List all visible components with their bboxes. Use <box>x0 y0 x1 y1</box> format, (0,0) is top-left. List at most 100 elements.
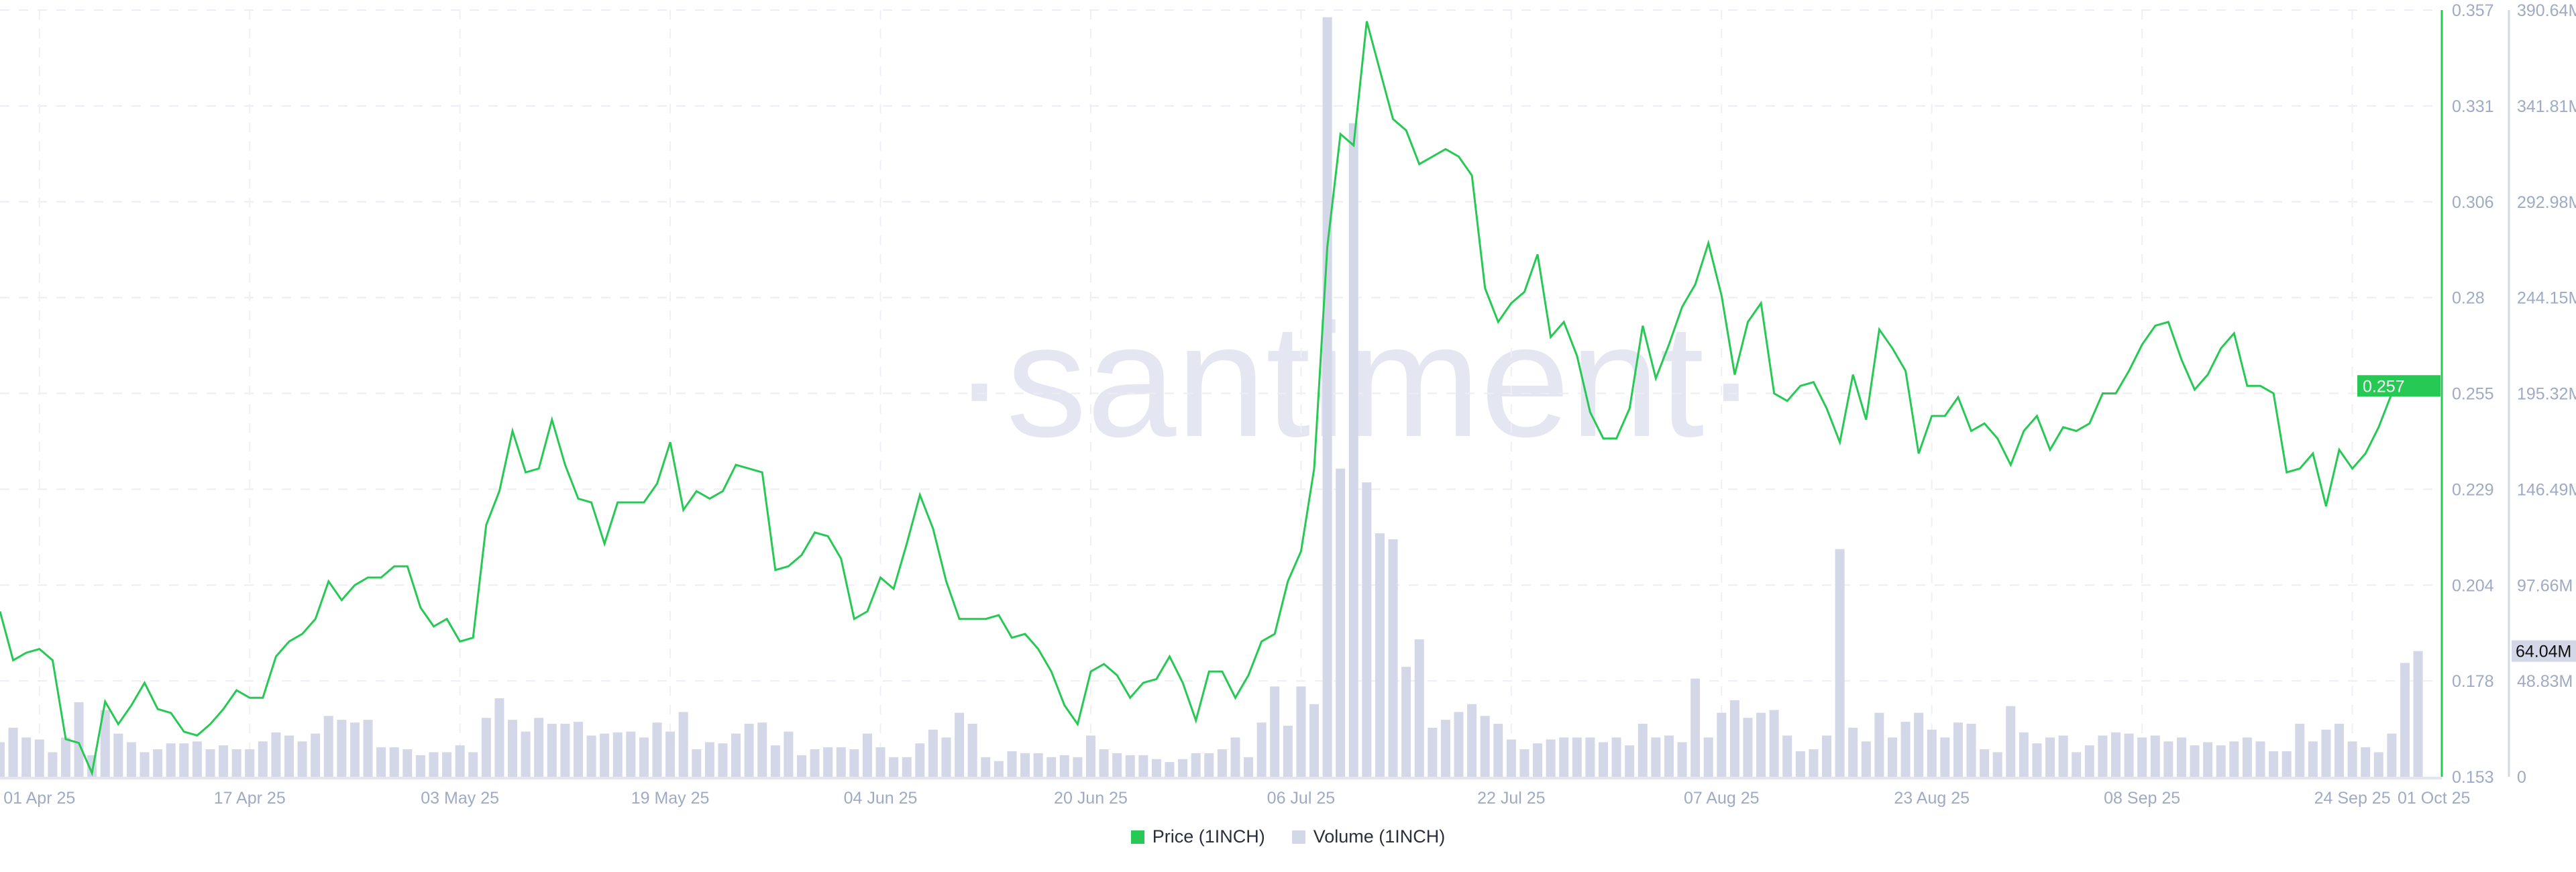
x-tick-label: 01 Apr 25 <box>3 789 75 808</box>
volume-bar <box>836 747 846 777</box>
volume-bar <box>1270 686 1280 777</box>
current-volume-label: 64.04M <box>2516 643 2571 661</box>
volume-bar <box>74 702 84 777</box>
volume-tick-label: 146.49M <box>2517 480 2576 499</box>
current-price-badge <box>2357 375 2440 397</box>
volume-bar <box>1546 739 1556 777</box>
volume-bar <box>2124 733 2134 777</box>
volume-bar <box>1099 749 1109 777</box>
volume-bar <box>1388 539 1398 777</box>
volume-bar <box>1625 745 1635 777</box>
volume-bar <box>521 731 531 777</box>
legend-item-volume[interactable]: Volume (1INCH) <box>1291 826 1446 847</box>
volume-bar <box>612 732 623 777</box>
volume-bar <box>1401 667 1411 777</box>
price-tick-label: 0.229 <box>2452 480 2494 499</box>
volume-bar <box>823 747 833 777</box>
volume-bar <box>1940 737 1950 777</box>
volume-bar <box>1296 686 1306 777</box>
volume-bar <box>2308 741 2318 777</box>
volume-bar <box>1085 735 1095 777</box>
volume-bar <box>1165 762 1175 777</box>
volume-bar <box>796 755 806 777</box>
volume-bar <box>1375 533 1385 777</box>
volume-bar <box>2163 741 2174 777</box>
volume-bar <box>1809 749 1819 777</box>
legend-item-price[interactable]: Price (1INCH) <box>1130 826 1265 847</box>
volume-bar <box>245 749 255 777</box>
volume-bar <box>2400 663 2410 777</box>
x-tick-label: 23 Aug 25 <box>1894 789 1970 808</box>
volume-bar <box>1046 757 1057 777</box>
volume-bar <box>770 745 780 777</box>
x-tick-label: 19 May 25 <box>631 789 710 808</box>
volume-bar <box>2137 737 2147 777</box>
volume-bar <box>1414 639 1424 777</box>
legend-label: Volume (1INCH) <box>1313 826 1446 847</box>
volume-bar <box>1506 739 1516 777</box>
volume-bar <box>494 698 504 777</box>
volume-bar <box>271 732 281 777</box>
volume-bar <box>981 757 991 777</box>
volume-bar <box>192 741 202 777</box>
volume-bar <box>744 723 754 777</box>
volume-bar <box>1914 712 1924 777</box>
volume-bar <box>60 737 70 777</box>
volume-bar <box>692 749 702 777</box>
volume-bar <box>1690 678 1701 777</box>
volume-bar <box>2361 747 2371 777</box>
volume-bar <box>1336 468 1346 777</box>
volume-bar <box>1874 712 1884 777</box>
volume-bar <box>1782 735 1792 777</box>
volume-bar <box>2229 741 2239 777</box>
volume-bar <box>1362 482 1372 777</box>
volume-bar <box>1059 755 1069 777</box>
price-swatch <box>1130 830 1144 844</box>
volume-bar <box>481 718 491 777</box>
volume-bar <box>941 737 951 777</box>
volume-bar <box>323 716 333 777</box>
volume-bar <box>311 733 321 777</box>
volume-bar <box>1822 735 1832 777</box>
volume-bar <box>8 727 18 777</box>
volume-bar <box>1611 737 1621 777</box>
legend: Price (1INCH) Volume (1INCH) <box>0 826 2576 847</box>
price-tick-label: 0.255 <box>2452 385 2494 404</box>
volume-bar <box>1980 749 1990 777</box>
volume-bar <box>21 737 32 777</box>
volume-bar <box>1322 17 1332 777</box>
price-tick-label: 0.357 <box>2452 1 2494 20</box>
volume-bar <box>810 749 820 777</box>
volume-bar <box>2269 751 2279 777</box>
volume-bar <box>2242 737 2252 777</box>
x-tick-label: 17 Apr 25 <box>214 789 286 808</box>
volume-bar <box>389 747 399 777</box>
volume-bar <box>1861 741 1871 777</box>
volume-bar <box>100 710 110 777</box>
volume-bar <box>113 733 123 777</box>
volume-bar <box>2321 729 2331 777</box>
volume-bar <box>1480 716 1490 777</box>
price-line <box>0 21 2406 777</box>
price-volume-chart: ·santiment· 0.3570.3310.3060.280.2550.22… <box>0 1 2576 808</box>
grid <box>0 9 2435 777</box>
volume-bar <box>2019 732 2029 777</box>
volume-bar <box>2006 706 2016 777</box>
x-tick-label: 22 Jul 25 <box>1477 789 1545 808</box>
volume-bar <box>1887 737 1897 777</box>
volume-bar <box>2387 733 2397 777</box>
volume-bar <box>600 733 610 777</box>
volume-bar <box>718 743 728 777</box>
volume-bar <box>337 720 347 777</box>
volume-tick-label: 48.83M <box>2517 672 2573 691</box>
x-tick-label: 20 Jun 25 <box>1054 789 1128 808</box>
volume-bar <box>363 720 373 777</box>
volume-bar <box>902 757 912 777</box>
volume-bar <box>704 742 714 777</box>
volume-bar <box>1467 704 1477 777</box>
volume-bar <box>2084 745 2094 777</box>
volume-tick-label: 195.32M <box>2517 385 2576 404</box>
volume-bar <box>875 747 885 777</box>
volume-bar <box>153 749 163 777</box>
price-tick-label: 0.331 <box>2452 97 2494 116</box>
